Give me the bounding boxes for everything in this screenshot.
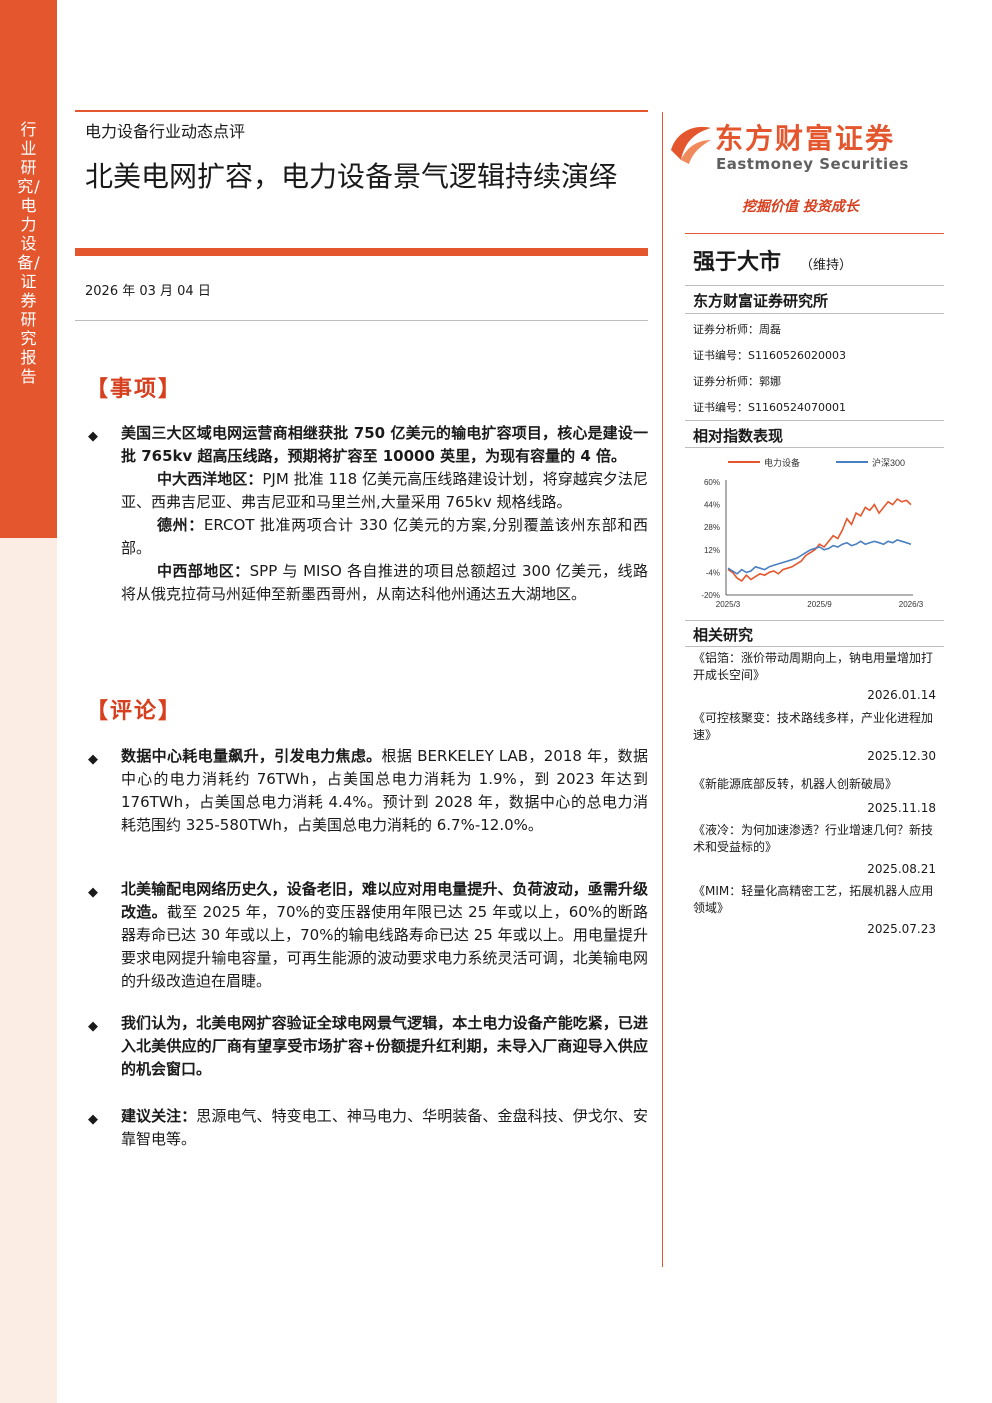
analyst-cert: 证书编号：S1160524070001 (693, 401, 846, 414)
x-tick-label: 2025/9 (807, 600, 832, 609)
y-tick-label: 28% (704, 523, 720, 532)
sidebar-label: 行业研究/电力设备/证券研究报告 (17, 120, 41, 386)
event-item: 中大西洋地区：PJM 批准 118 亿美元高压线路建设计划，将穿越宾夕法尼亚、西… (121, 470, 648, 511)
comment-item: ◆ 数据中心耗电量飙升，引发电力焦虑。根据 BERKELEY LAB，2018 … (88, 747, 648, 834)
events-main: 美国三大区域电网运营商相继获批 750 亿美元的输电扩容项目，核心是建设一批 7… (121, 424, 648, 465)
column-divider (662, 112, 663, 1267)
analyst-role: 证券分析师：周磊 (693, 323, 781, 336)
right-rule (685, 620, 944, 621)
bullet-icon: ◆ (88, 752, 98, 767)
report-date: 2026 年 03 月 04 日 (85, 284, 211, 299)
related-report-link[interactable]: 《MIM：轻量化高精密工艺，拓展机器人应用领域》 (693, 884, 934, 915)
report-title: 北美电网扩容，电力设备景气逻辑持续演绎 (85, 160, 618, 193)
y-tick-label: 12% (704, 546, 720, 555)
y-tick-label: 44% (704, 501, 720, 510)
title-rule (75, 248, 648, 256)
related-report-date: 2026.01.14 (867, 688, 936, 702)
event-item: 德州：ERCOT 批准两项合计 330 亿美元的方案,分别覆盖该州东部和西部。 (121, 516, 648, 557)
events-heading: 【事项】 (86, 377, 183, 402)
y-tick-label: 60% (704, 478, 720, 487)
related-report-link[interactable]: 《液冷：为何加速渗透？行业增速几何？新技术和受益标的》 (693, 823, 934, 854)
report-subject: 电力设备行业动态点评 (85, 122, 246, 141)
right-rule (685, 420, 944, 421)
right-rule (685, 285, 944, 286)
related-heading: 相关研究 (693, 626, 754, 644)
logo-text-cn: 东方财富证券 (715, 122, 896, 155)
related-report-date: 2025.08.21 (867, 862, 936, 876)
related-report-link[interactable]: 《铝箔：涨价带动周期向上，钠电用量增加打开成长空间》 (693, 651, 934, 682)
right-rule (685, 646, 944, 647)
bullet-icon: ◆ (88, 429, 98, 444)
performance-heading: 相对指数表现 (693, 427, 784, 445)
header-rule-top (75, 110, 648, 112)
bullet-icon: ◆ (88, 885, 98, 900)
right-rule (685, 233, 944, 234)
sidebar-fade (0, 538, 57, 1403)
right-rule (685, 313, 944, 314)
related-report-date: 2025.07.23 (867, 922, 936, 936)
right-rule (685, 447, 944, 448)
comments-heading: 【评论】 (86, 699, 183, 724)
x-tick-label: 2025/3 (716, 600, 741, 609)
sidebar-band (0, 0, 57, 538)
analyst-role: 证券分析师：郭娜 (693, 375, 781, 388)
events-block: ◆ 美国三大区域电网运营商相继获批 750 亿美元的输电扩容项目，核心是建设一批… (88, 422, 648, 606)
institute-name: 东方财富证券研究所 (693, 292, 829, 310)
legend-label: 沪深300 (872, 457, 905, 468)
comment-item: ◆ 建议关注：思源电气、特变电工、神马电力、华明装备、金盘科技、伊戈尔、安靠智电… (88, 1107, 648, 1148)
series-line (727, 539, 912, 575)
comment-item: ◆ 我们认为，北美电网扩容验证全球电网景气逻辑，本土电力设备产能吃紧，已进入北美… (88, 1014, 648, 1078)
related-report-link[interactable]: 《新能源底部反转，机器人创新破局》 (693, 777, 898, 791)
slogan: 挖掘价值 投资成长 (742, 199, 859, 215)
event-item: 中西部地区：SPP 与 MISO 各自推进的项目总额超过 300 亿美元，线路将… (121, 562, 648, 603)
bullet-icon: ◆ (88, 1019, 98, 1034)
related-report-date: 2025.12.30 (867, 749, 936, 763)
relative-performance-chart: 电力设备 沪深300 60% 44% 28% 12% -4% -20% 2025/3 2025/9… (688, 450, 938, 620)
y-tick-label: -4% (706, 568, 720, 577)
rating-note: （维持） (800, 258, 853, 273)
comment-item: ◆ 北美输配电网络历史久，设备老旧，难以应对用电量提升、负荷波动，亟需升级改造。… (88, 880, 648, 990)
analyst-cert: 证书编号：S1160526020003 (693, 349, 846, 362)
y-tick-label: -20% (701, 591, 720, 600)
rating: 强于大市 (693, 250, 782, 275)
related-report-link[interactable]: 《可控核聚变：技术路线多样，产业化进程加速》 (693, 711, 934, 742)
x-tick-label: 2026/3 (899, 600, 924, 609)
bullet-icon: ◆ (88, 1112, 98, 1127)
eastmoney-logo-icon (671, 126, 711, 164)
series-line (727, 497, 912, 582)
chart-svg: 电力设备 沪深300 60% 44% 28% 12% -4% -20%2025/3 2025/9… (701, 457, 924, 609)
legend-label: 电力设备 (764, 457, 800, 468)
logo-text-en: Eastmoney Securities (716, 155, 909, 173)
related-report-date: 2025.11.18 (867, 801, 936, 815)
date-rule (75, 320, 648, 321)
